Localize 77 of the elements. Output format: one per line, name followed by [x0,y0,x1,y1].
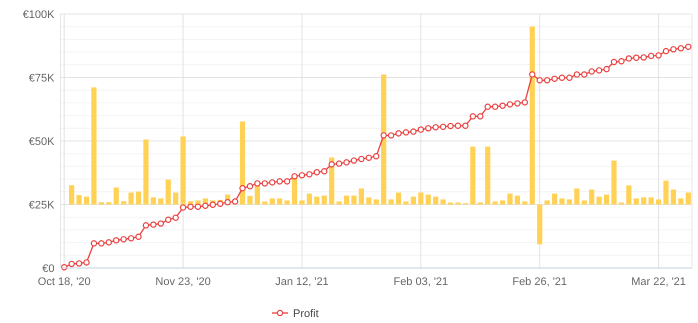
bar [396,192,402,204]
bar [150,197,156,204]
bar [611,160,617,204]
x-tick-label: Nov 23, '20 [155,276,211,288]
bar [284,200,290,204]
bar [114,187,119,204]
bar [470,146,476,204]
bar [314,196,320,204]
bar [381,74,386,204]
bar [604,194,610,204]
bar [173,192,178,204]
bar [440,199,446,204]
bar [158,198,164,204]
bar [552,194,558,204]
bar [559,198,565,204]
bar [336,201,342,204]
y-tick-label: €0 [42,262,54,275]
x-tick-label: Oct 18, '20 [38,276,91,288]
bar [485,146,490,204]
bar [648,197,654,204]
legend-label: Profit [293,308,319,320]
x-tick-label: Jan 12, '21 [275,276,329,288]
y-tick-label: €75K [28,72,56,84]
bar [574,188,580,204]
bar [433,196,438,204]
bar [670,190,676,204]
bar [247,196,253,204]
bar [500,200,506,204]
bar [656,199,662,204]
bar [299,200,305,204]
bar [166,180,171,204]
bar [530,26,535,204]
bar [686,192,691,204]
bar [514,196,520,204]
bar [128,192,134,204]
bar [69,185,74,204]
bar [262,201,268,204]
bar [544,200,550,204]
bar [663,180,669,204]
bar [306,194,312,204]
bar [522,201,528,204]
bar [507,194,513,204]
bar [566,199,572,204]
bar [136,192,142,204]
bar [322,196,327,204]
bar [410,196,416,204]
bar [358,188,364,204]
bar [641,197,646,204]
bar [143,139,149,204]
bar [366,197,372,204]
bar [582,200,587,204]
bar [121,201,126,204]
bar [537,204,542,244]
bar [270,198,275,204]
bar [678,198,684,204]
x-tick-label: Feb 03, '21 [393,276,448,288]
bar [388,199,394,204]
bar [634,198,639,204]
bar [418,192,424,204]
y-tick-label: €50K [28,136,56,148]
bar [626,185,632,204]
y-tick-label: €100K [22,8,56,21]
bar [403,201,409,204]
bar [351,196,357,204]
y-tick-label: €25K [28,199,56,212]
bar [426,194,431,204]
x-tick-label: Mar 22, '21 [631,276,686,288]
bar [374,199,379,204]
bar [91,87,97,204]
bar [277,198,282,204]
bar [84,196,90,204]
bar [596,196,602,204]
bar [589,190,594,204]
bar [76,195,82,204]
x-tick-label: Feb 26, '21 [512,276,568,288]
bar [344,196,350,204]
bar [492,201,498,204]
